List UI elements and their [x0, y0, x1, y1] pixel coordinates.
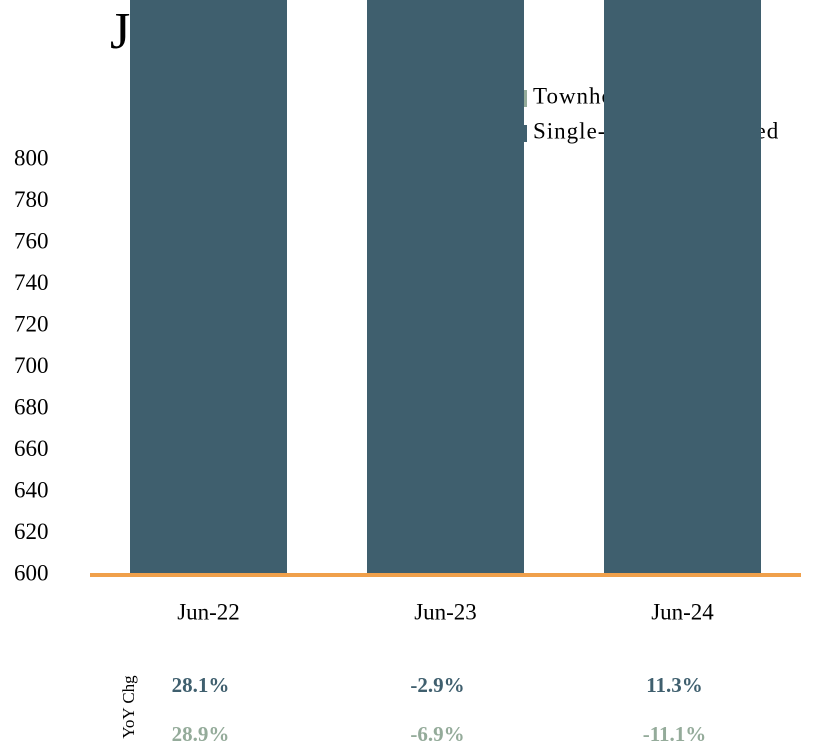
yoy-value: -11.1%: [643, 722, 707, 746]
y-tick-label: 640: [14, 477, 49, 502]
yoy-value: -6.9%: [410, 722, 464, 746]
y-tick-label: 740: [14, 270, 49, 295]
x-tick-label: Jun-24: [651, 599, 714, 624]
yoy-label: YoY Chg: [119, 675, 138, 739]
x-tick-label: Jun-23: [414, 599, 477, 624]
y-tick-label: 780: [14, 187, 49, 212]
y-tick-label: 800: [14, 145, 49, 170]
y-tick-label: 660: [14, 436, 49, 461]
y-tick-label: 700: [14, 353, 49, 378]
y-tick-label: 620: [14, 519, 49, 544]
y-tick-label: 600: [14, 560, 49, 585]
x-tick-label: Jun-22: [177, 599, 240, 624]
yoy-value: 11.3%: [646, 673, 703, 697]
yoy-value: 28.1%: [172, 673, 230, 697]
yoy-value: 28.9%: [172, 722, 230, 746]
bar-segment: [604, 0, 761, 575]
y-tick-label: 680: [14, 394, 49, 419]
yoy-value: -2.9%: [410, 673, 464, 697]
bar-segment: [367, 0, 524, 575]
y-tick-label: 760: [14, 228, 49, 253]
y-tick-label: 720: [14, 311, 49, 336]
bar-segment: [130, 0, 287, 575]
